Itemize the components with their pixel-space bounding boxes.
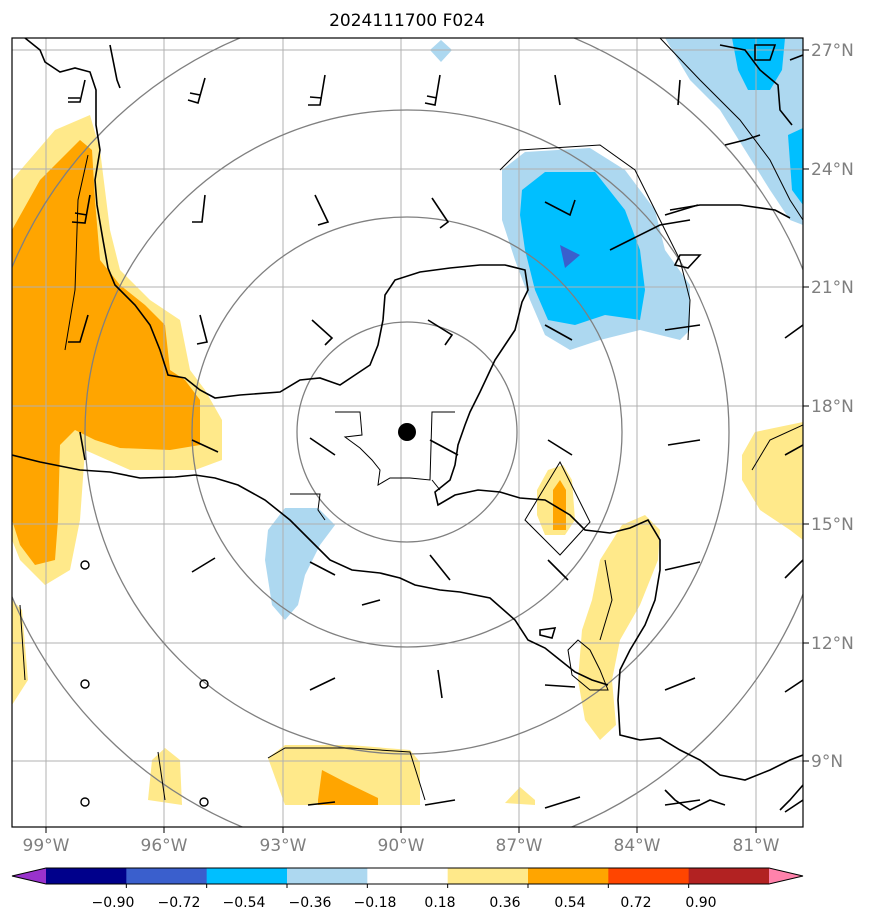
colorbar-tick-label: −0.72 [158,895,201,911]
lon-label: 84°W [614,836,661,856]
calm-wind-markers [80,560,209,807]
lon-label: 90°W [378,836,425,856]
longitude-labels: 99°W 96°W 93°W 90°W 87°W 84°W 81°W [23,836,780,856]
negative-anomaly-region [265,508,335,620]
lon-label: 81°W [733,836,780,856]
colorbar-segment [126,868,208,884]
colorbar-outline [11,867,804,885]
lat-label: 15°N [811,515,854,535]
colorbar-tick-label: 0.36 [489,895,520,911]
lon-label: 99°W [23,836,70,856]
axis-ticks [45,49,809,833]
lon-label: 93°W [260,836,307,856]
colorbar-tick-label: −0.54 [223,895,266,911]
positive-anomaly-core [553,480,566,530]
positive-anomaly-region [742,422,803,540]
range-rings [12,38,803,827]
positive-anomaly-region [268,745,420,805]
colorbar-tick-label: 0.72 [620,895,651,911]
latitude-labels: 27°N 24°N 21°N 18°N 15°N 12°N 9°N [811,41,854,772]
colorbar-tick-label: 0.54 [554,895,585,911]
colorbar-tick-label: 0.90 [685,895,716,911]
lat-label: 12°N [811,634,854,654]
positive-anomaly-region [578,515,660,740]
colorbar-extend-high [769,868,803,884]
anomaly-fill-layer [12,38,803,805]
colorbar-segment [447,868,529,884]
lat-label: 27°N [811,41,854,61]
coastlines [12,38,803,811]
colorbar-segment [46,868,127,884]
colorbar-segment [528,868,609,884]
colorbar-segment [206,868,288,884]
colorbar-tick-label: 0.18 [424,895,455,911]
positive-anomaly-region [12,600,28,705]
map-frame [11,37,804,828]
colorbar-segment [287,868,368,884]
storm-center-marker [398,423,416,441]
positive-anomaly-region [505,787,535,805]
colorbar-segments [12,868,803,884]
colorbar-segment [608,868,690,884]
lon-label: 87°W [496,836,543,856]
negative-anomaly-region [430,40,452,62]
positive-anomaly-core [318,770,378,805]
colorbar-tick-label: −0.36 [289,895,332,911]
country-borders [19,38,803,801]
lat-label: 18°N [811,397,854,417]
lon-label: 96°W [141,836,188,856]
positive-anomaly-core [12,140,200,565]
colorbar: −0.90 −0.72 −0.54 −0.36 −0.18 0.18 0.36 … [11,867,804,911]
colorbar-labels: −0.90 −0.72 −0.54 −0.36 −0.18 0.18 0.36 … [92,895,717,911]
colorbar-tick-label: −0.90 [92,895,135,911]
negative-anomaly-core [788,128,803,205]
colorbar-segment [367,868,449,884]
colorbar-ticks [125,884,690,888]
lat-label: 24°N [811,160,854,180]
wind-barbs [68,74,803,813]
colorbar-extend-low [12,868,46,884]
colorbar-tick-label: −0.18 [354,895,397,911]
map-title: 2024111700 F024 [329,11,485,31]
negative-anomaly-peak [560,245,580,268]
lat-label: 9°N [811,752,843,772]
map-plot-area [12,38,803,827]
graticule [12,38,803,827]
colorbar-segment [688,868,770,884]
lat-label: 21°N [811,278,854,298]
